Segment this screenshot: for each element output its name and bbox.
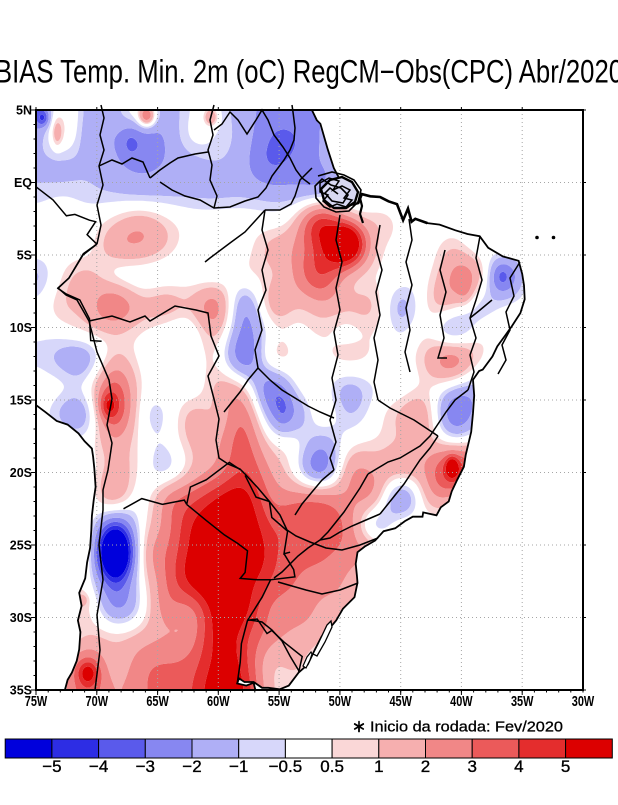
- svg-text:0.5: 0.5: [320, 757, 344, 776]
- svg-text:5S: 5S: [17, 248, 32, 262]
- svg-text:−1: −1: [229, 757, 248, 776]
- svg-text:10S: 10S: [10, 321, 32, 335]
- svg-text:20S: 20S: [10, 466, 32, 480]
- svg-text:40W: 40W: [450, 694, 473, 710]
- svg-text:−4: −4: [89, 757, 108, 776]
- svg-text:70W: 70W: [86, 694, 109, 710]
- svg-text:1: 1: [374, 757, 383, 776]
- svg-text:EQ: EQ: [14, 176, 32, 190]
- svg-text:5: 5: [561, 757, 570, 776]
- svg-text:Inicio da rodada: Fev/2020: Inicio da rodada: Fev/2020: [370, 719, 563, 736]
- svg-text:4: 4: [514, 757, 523, 776]
- svg-text:30S: 30S: [10, 611, 32, 625]
- svg-text:65W: 65W: [146, 694, 169, 710]
- svg-text:35S: 35S: [10, 683, 32, 697]
- svg-text:35W: 35W: [511, 694, 534, 710]
- svg-text:−0.5: −0.5: [269, 757, 303, 776]
- svg-text:30W: 30W: [572, 694, 595, 710]
- svg-text:−2: −2: [182, 757, 201, 776]
- svg-text:55W: 55W: [268, 694, 291, 710]
- svg-text:3: 3: [467, 757, 476, 776]
- svg-text:60W: 60W: [207, 694, 230, 710]
- svg-text:−5: −5: [42, 757, 61, 776]
- svg-text:50W: 50W: [329, 694, 352, 710]
- svg-text:5N: 5N: [16, 103, 32, 117]
- svg-text:45W: 45W: [389, 694, 412, 710]
- svg-text:2: 2: [421, 757, 430, 776]
- svg-text:15S: 15S: [10, 393, 32, 407]
- svg-text:BIAS Temp. Min. 2m (oC) RegCM−: BIAS Temp. Min. 2m (oC) RegCM−Obs(CPC) A…: [0, 54, 618, 90]
- svg-text:75W: 75W: [25, 694, 48, 710]
- svg-text:−3: −3: [136, 757, 155, 776]
- svg-text:25S: 25S: [10, 538, 32, 552]
